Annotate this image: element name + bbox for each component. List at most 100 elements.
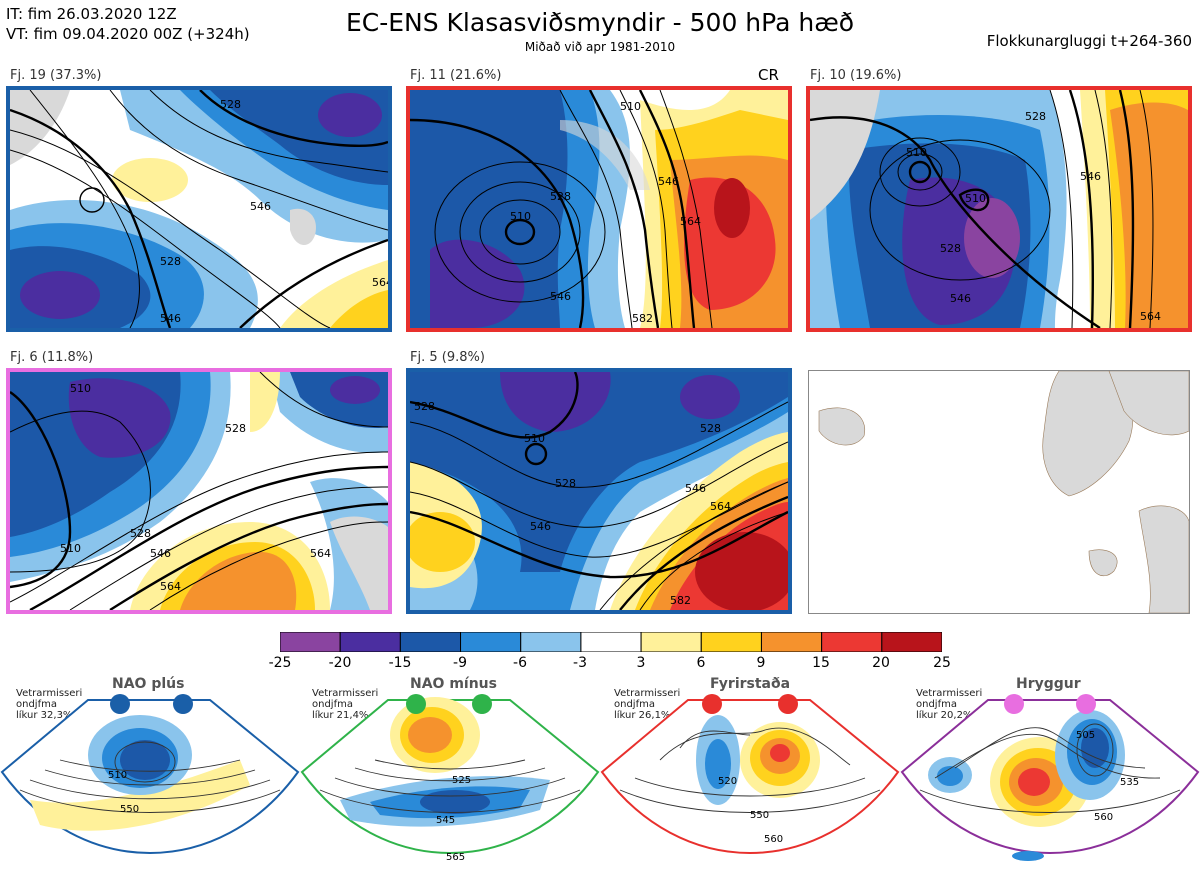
colorbar-segment	[580, 631, 642, 653]
contour-label: 546	[160, 312, 181, 325]
contour-label: 528	[555, 477, 576, 490]
contour-label: 510	[524, 432, 545, 445]
regime-contour-label: 505	[1076, 730, 1095, 741]
contour-label: 510	[70, 382, 91, 395]
colorbar-tick: 6	[696, 655, 706, 671]
regime-contour-label: 545	[436, 815, 455, 826]
colorbar-tick: -15	[388, 655, 412, 671]
colorbar-tick: 20	[872, 655, 890, 671]
page-subtitle: Miðað við apr 1981-2010	[524, 40, 676, 54]
contour-label: 510	[60, 542, 81, 555]
regime-note-nao-minus: Vetrarmisseri ondjfma líkur 21,4%	[312, 688, 379, 721]
colorbar-segment	[520, 631, 582, 653]
contour-label: 528	[700, 422, 721, 435]
contour-label: 546	[150, 547, 171, 560]
contour-label: 564	[710, 500, 731, 513]
contour-label: 510	[965, 192, 986, 205]
regime-title-nao-minus: NAO mínus	[410, 676, 497, 692]
regime-map-nao-minus: 525 545 565	[300, 690, 600, 871]
regime-map-blocking: 520 550 560	[600, 690, 900, 871]
contour-label: 528	[220, 98, 241, 111]
cluster-map-1: 528 528 546 546 564	[6, 86, 392, 332]
regime-contour-label: 550	[750, 810, 769, 821]
regime-marker	[110, 694, 130, 714]
contour-label: 528	[1025, 110, 1046, 123]
contour-label: 528	[940, 242, 961, 255]
colorbar-tick: -3	[573, 655, 587, 671]
contour-label: 546	[658, 175, 679, 188]
regime-contour-label: 510	[108, 770, 127, 781]
contour-label: 510	[620, 100, 641, 113]
panel-label-1: Fj. 19 (37.3%)	[10, 68, 102, 83]
cluster-map-2: 510 528 546 546 564 582 510	[406, 86, 792, 332]
colorbar-tick: 25	[933, 655, 951, 671]
panel-label-2: Fj. 11 (21.6%)	[410, 68, 502, 83]
base-map	[808, 370, 1190, 614]
regime-contour-label: 565	[446, 852, 465, 863]
regime-marker	[1004, 694, 1024, 714]
colorbar-segment	[881, 631, 943, 653]
regime-note-nao-plus: Vetrarmisseri ondjfma líkur 32,3%	[16, 688, 83, 721]
contour-label: 510	[510, 210, 531, 223]
contour-label: 582	[670, 594, 691, 607]
contour-label: 546	[250, 200, 271, 213]
valid-time: VT: fim 09.04.2020 00Z (+324h)	[6, 25, 250, 43]
colorbar-strip	[279, 631, 943, 653]
header-info: IT: fim 26.03.2020 12Z VT: fim 09.04.202…	[6, 4, 250, 44]
cluster-map-3: 510 510 528 546 546 564 528	[806, 86, 1192, 332]
colorbar-segment	[700, 631, 762, 653]
contour-label: 546	[550, 290, 571, 303]
contour-label: 510	[906, 146, 927, 159]
initial-time: IT: fim 26.03.2020 12Z	[6, 5, 177, 23]
regime-contour-label: 520	[718, 776, 737, 787]
colorbar-tick: 3	[636, 655, 646, 671]
contour-label: 546	[950, 292, 971, 305]
control-run-tag: CR	[758, 66, 779, 84]
colorbar-segment	[339, 631, 401, 653]
regime-note-blocking: Vetrarmisseri ondjfma líkur 26,1%	[614, 688, 681, 721]
colorbar-tick: 9	[756, 655, 766, 671]
classification-window: Flokkunargluggi t+264-360	[986, 32, 1192, 50]
colorbar-tick: -25	[268, 655, 292, 671]
colorbar	[279, 631, 943, 653]
contour-label: 564	[680, 215, 701, 228]
regime-contour-label: 550	[120, 804, 139, 815]
regime-marker	[702, 694, 722, 714]
contour-label: 564	[310, 547, 331, 560]
contour-label: 528	[414, 400, 435, 413]
contour-label: 546	[530, 520, 551, 533]
panel-label-4: Fj. 6 (11.8%)	[10, 350, 94, 365]
regime-title-ridge: Hryggur	[1016, 676, 1081, 692]
regime-contour-label: 525	[452, 775, 471, 786]
colorbar-segment	[640, 631, 702, 653]
regime-note-ridge: Vetrarmisseri ondjfma líkur 20,2%	[916, 688, 983, 721]
contour-label: 582	[632, 312, 653, 325]
regime-marker	[472, 694, 492, 714]
regime-contour-label: 560	[764, 834, 783, 845]
colorbar-segment	[399, 631, 462, 653]
contour-label: 564	[1140, 310, 1161, 323]
colorbar-segment	[279, 631, 341, 653]
colorbar-tick: -20	[328, 655, 352, 671]
regime-marker	[173, 694, 193, 714]
contour-label: 528	[225, 422, 246, 435]
colorbar-segment	[821, 631, 883, 653]
colorbar-tick: 15	[812, 655, 830, 671]
regime-title-nao-plus: NAO plús	[112, 676, 185, 692]
cluster-map-4: 510 510 528 528 546 564 564	[6, 368, 392, 614]
cluster-map-5: 510 528 528 546 546 564 582 528	[406, 368, 792, 614]
panel-label-3: Fj. 10 (19.6%)	[810, 68, 902, 83]
page-title: EC-ENS Klasasviðsmyndir - 500 hPa hæð	[345, 8, 855, 37]
contour-label: 528	[160, 255, 181, 268]
contour-label: 528	[550, 190, 571, 203]
regime-marker	[778, 694, 798, 714]
contour-label: 564	[160, 580, 181, 593]
colorbar-tick: -9	[453, 655, 467, 671]
regime-marker	[406, 694, 426, 714]
colorbar-ticks: -25 -20 -15 -9 -6 -3 3 6 9 15 20 25	[269, 655, 951, 675]
contour-label: 564	[372, 276, 388, 289]
regime-contour-label: 535	[1120, 777, 1139, 788]
contour-label: 528	[130, 527, 151, 540]
regime-map-nao-plus: 510 550	[0, 690, 300, 871]
colorbar-segment	[460, 631, 522, 653]
